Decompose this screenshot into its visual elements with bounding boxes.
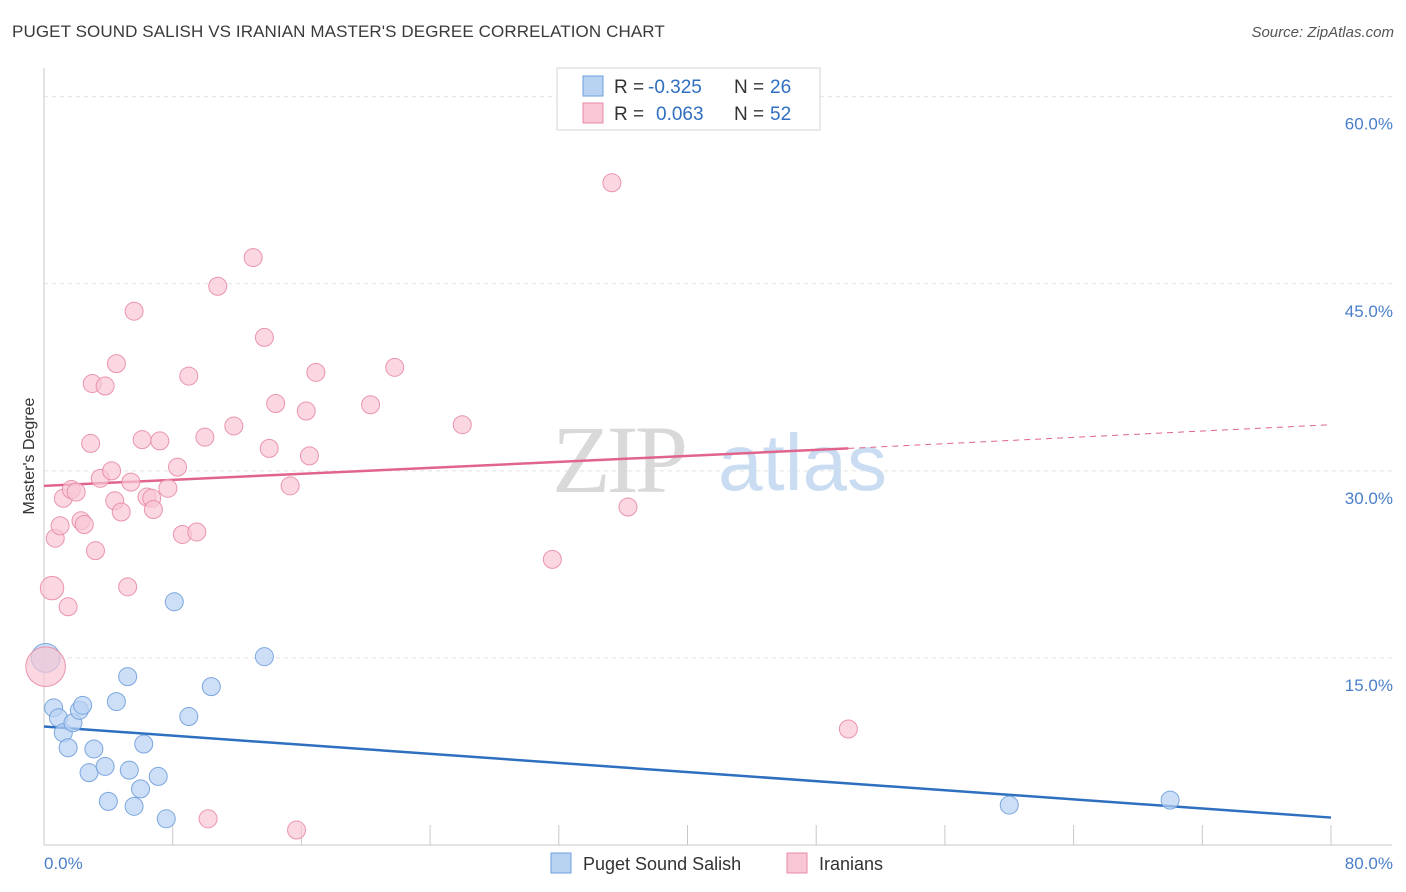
- data-point: [602, 173, 622, 193]
- series-0-points: [30, 592, 1180, 829]
- trend-line-salish: [43, 725, 1332, 819]
- data-point: [58, 738, 78, 758]
- data-point: [58, 597, 78, 617]
- data-point: [198, 809, 218, 829]
- data-point: [999, 795, 1019, 815]
- data-point: [118, 667, 138, 687]
- data-point: [124, 796, 144, 816]
- data-point: [201, 677, 221, 697]
- stats-n-value-iranians: 52: [770, 104, 791, 125]
- data-point: [259, 438, 279, 458]
- data-point: [299, 446, 319, 466]
- chart-source: Source: ZipAtlas.com: [1251, 24, 1394, 41]
- data-point: [132, 430, 152, 450]
- trend-line-iranians-extension: [848, 424, 1332, 449]
- data-point: [361, 395, 381, 415]
- series-legend-label-salish: Puget Sound Salish: [583, 854, 741, 874]
- data-point: [452, 415, 472, 435]
- y-tick-label: 60.0%: [1345, 115, 1393, 134]
- data-point: [102, 461, 122, 481]
- data-point: [79, 763, 99, 783]
- series-legend: Puget Sound Salish Iranians: [550, 852, 883, 874]
- data-point: [385, 357, 405, 377]
- axes: [43, 68, 1392, 846]
- chart-title: PUGET SOUND SALISH VS IRANIAN MASTER'S D…: [12, 22, 665, 41]
- stats-r-label-iranians: R =: [614, 104, 644, 125]
- data-point: [254, 647, 274, 667]
- data-point: [179, 366, 199, 386]
- data-point: [542, 549, 562, 569]
- data-point: [106, 692, 126, 712]
- stats-n-label-iranians: N =: [734, 104, 764, 125]
- data-point: [106, 354, 126, 374]
- data-point: [150, 431, 170, 451]
- data-point: [66, 482, 86, 502]
- stats-legend: R = -0.325 N = 26 R = 0.063 N = 52: [556, 67, 821, 131]
- x-tick-label: 80.0%: [1345, 854, 1393, 873]
- x-tick-label: 0.0%: [44, 854, 83, 873]
- series-legend-label-iranians: Iranians: [819, 854, 883, 874]
- trend-lines: [43, 424, 1332, 819]
- data-point: [39, 575, 65, 601]
- y-tick-label: 15.0%: [1345, 676, 1393, 695]
- y-tick-label: 30.0%: [1345, 489, 1393, 508]
- stats-n-value-salish: 26: [770, 77, 791, 98]
- data-point: [148, 766, 168, 786]
- data-point: [73, 695, 93, 715]
- data-point: [50, 516, 70, 536]
- data-point: [118, 577, 138, 597]
- data-point: [287, 820, 307, 840]
- data-point: [179, 707, 199, 727]
- data-point: [306, 362, 326, 382]
- data-point: [243, 248, 263, 268]
- data-point: [158, 478, 178, 498]
- data-point: [224, 416, 244, 436]
- stats-r-label-salish: R =: [614, 77, 644, 98]
- data-point: [1160, 790, 1180, 810]
- data-point: [187, 522, 207, 542]
- data-point: [134, 734, 154, 754]
- y-axis-title: Master's Degree: [21, 397, 38, 514]
- data-point: [156, 809, 176, 829]
- data-point: [111, 502, 131, 522]
- data-point: [95, 376, 115, 396]
- series-legend-swatch-salish: [550, 852, 572, 874]
- data-point: [119, 760, 139, 780]
- data-point: [838, 719, 858, 739]
- data-point: [618, 497, 638, 517]
- data-point: [95, 756, 115, 776]
- watermark-atlas: atlas: [718, 418, 887, 507]
- data-point: [84, 739, 104, 759]
- data-point: [85, 541, 105, 561]
- stats-r-value-iranians: 0.063: [656, 104, 704, 125]
- data-point: [266, 394, 286, 414]
- data-point: [81, 433, 101, 453]
- data-point: [254, 327, 274, 347]
- data-points: [25, 173, 1180, 840]
- stats-legend-swatch-salish: [582, 75, 604, 97]
- data-point: [124, 301, 144, 321]
- stats-n-label-salish: N =: [734, 77, 764, 98]
- data-point: [168, 457, 188, 477]
- data-point: [25, 646, 66, 687]
- data-point: [208, 276, 228, 296]
- data-point: [280, 476, 300, 496]
- data-point: [195, 427, 215, 447]
- data-point: [74, 514, 94, 534]
- data-point: [98, 791, 118, 811]
- stats-r-value-salish: -0.325: [648, 77, 702, 98]
- series-1-points: [25, 173, 858, 840]
- data-point: [296, 401, 316, 421]
- data-point: [164, 592, 184, 612]
- data-point: [143, 500, 163, 520]
- series-legend-swatch-iranians: [786, 852, 808, 874]
- gridlines: [44, 96, 1392, 659]
- trend-line-iranians: [43, 447, 849, 488]
- stats-legend-swatch-iranians: [582, 102, 604, 124]
- tick-labels: 15.0% 30.0% 45.0% 60.0% 0.0% 80.0%: [44, 115, 1393, 873]
- data-point: [131, 779, 151, 799]
- y-tick-label: 45.0%: [1345, 302, 1393, 321]
- data-point: [121, 472, 141, 492]
